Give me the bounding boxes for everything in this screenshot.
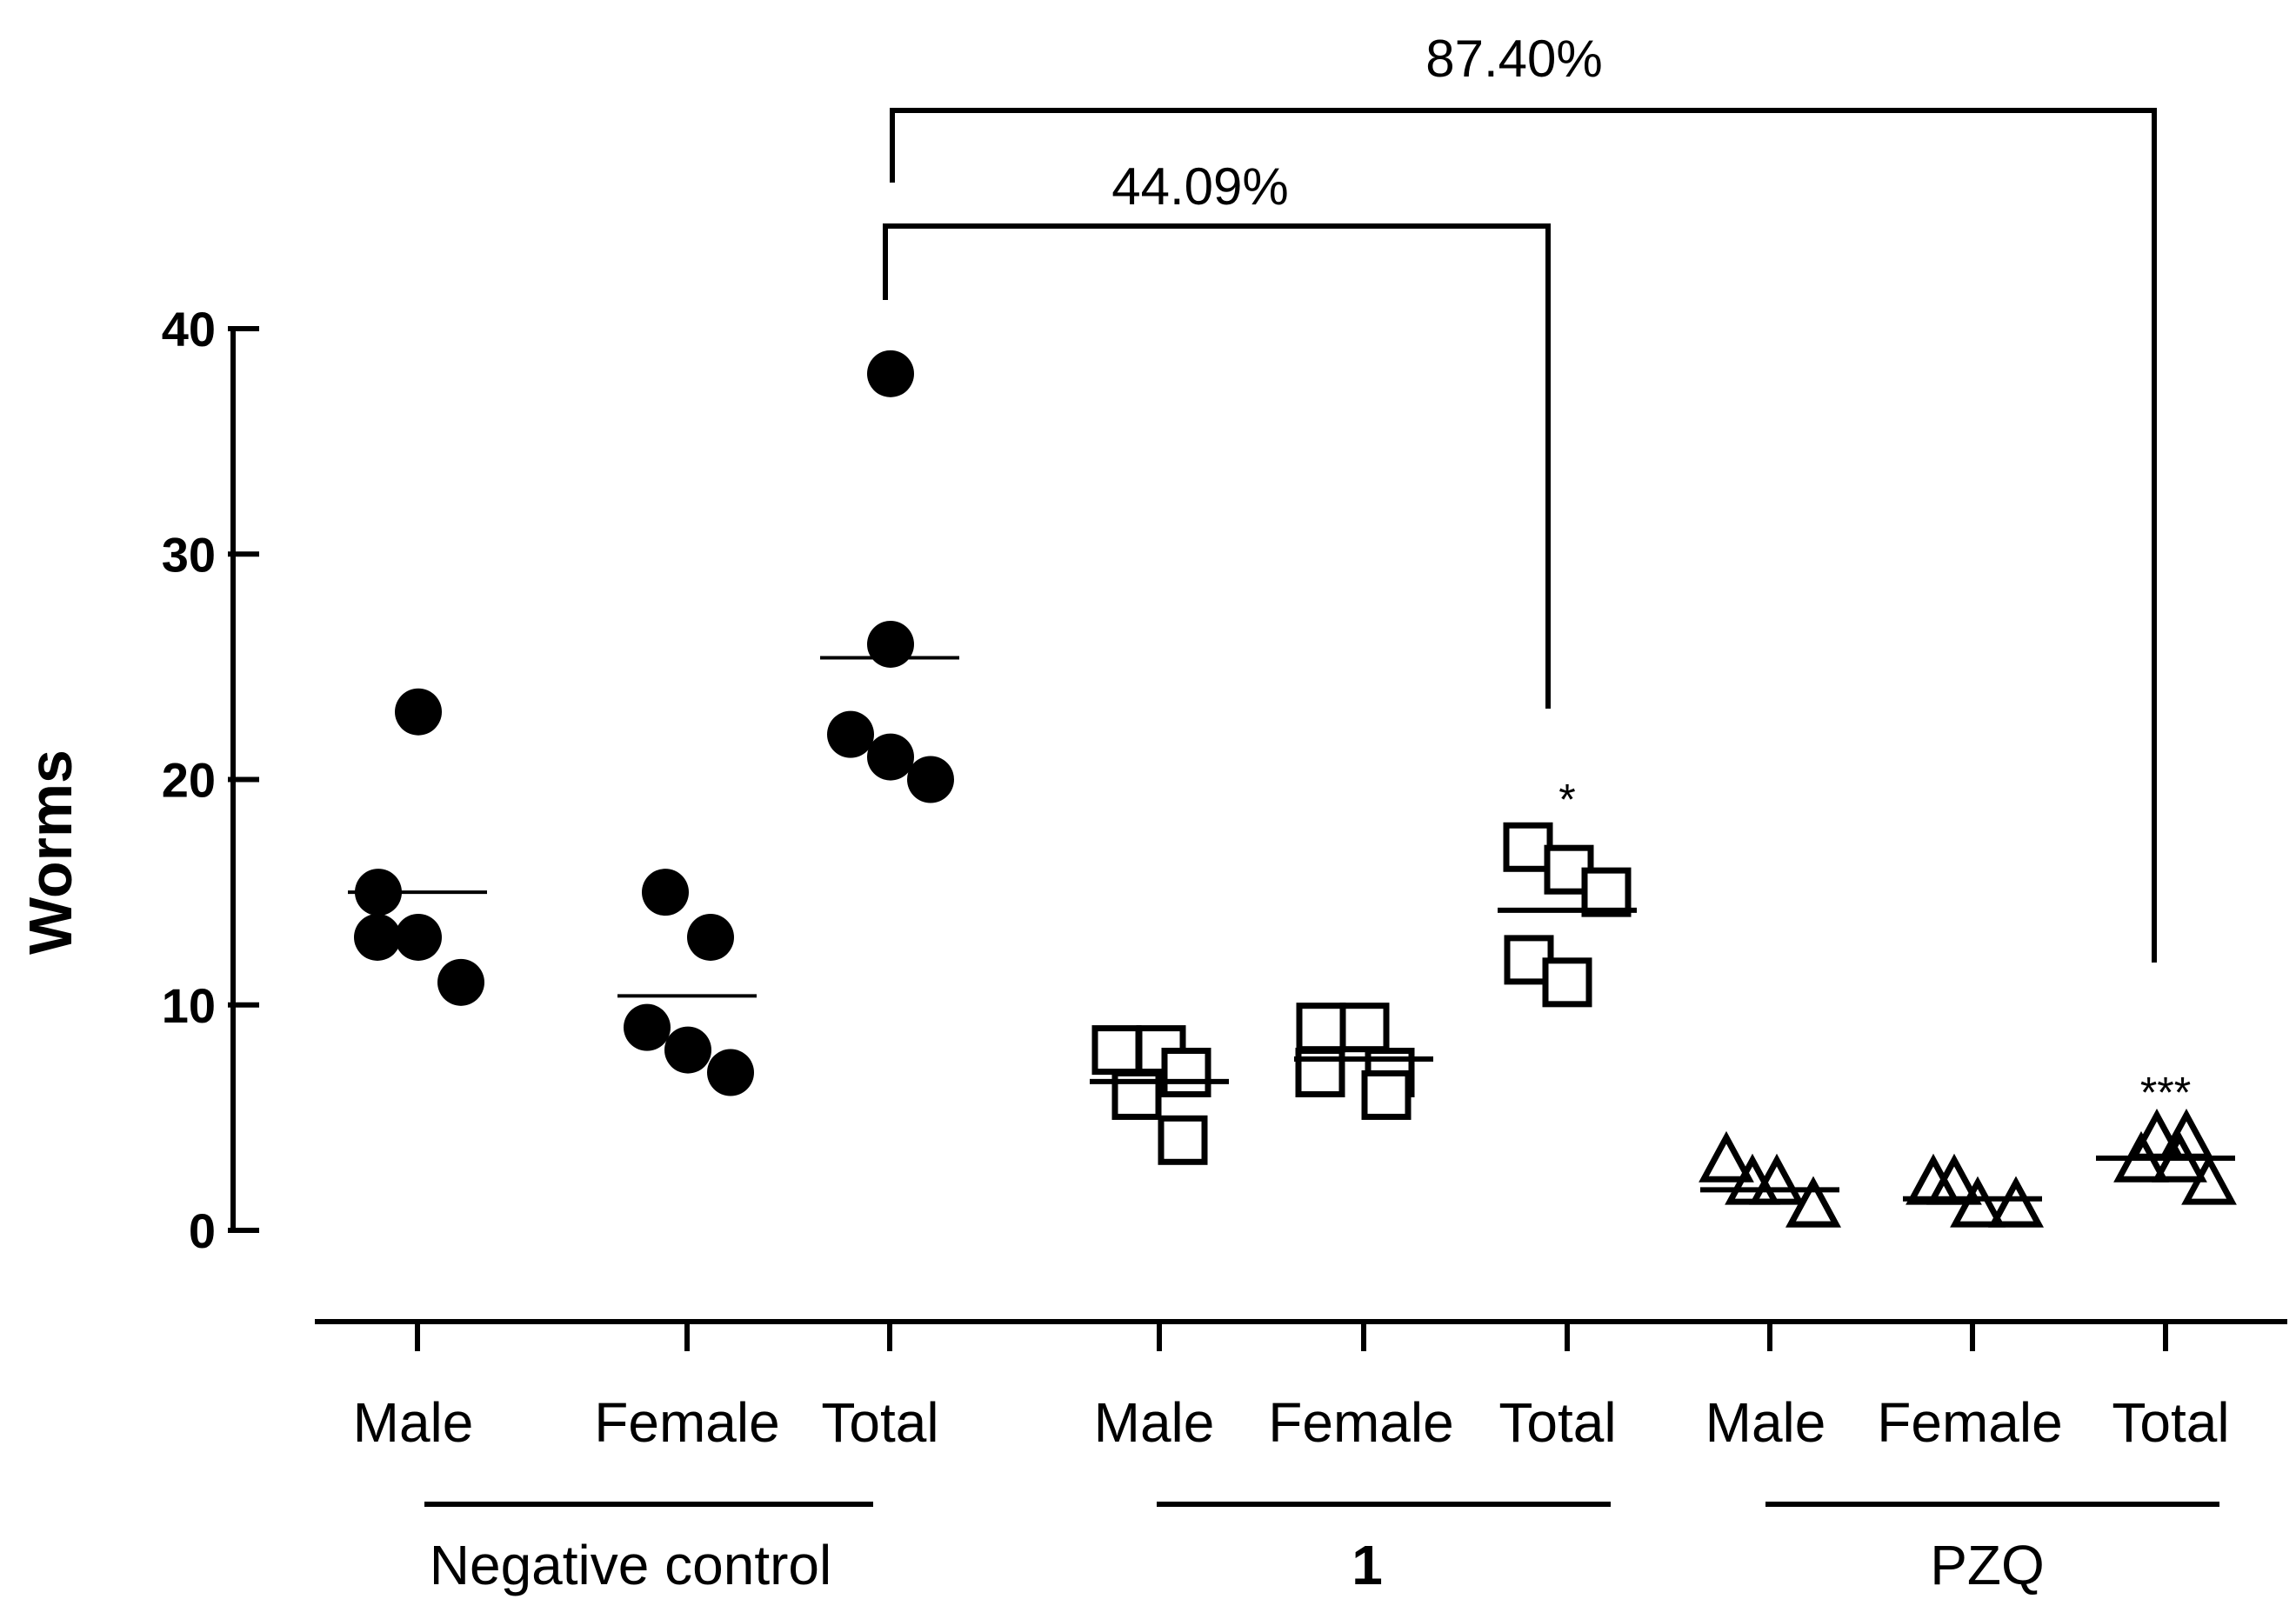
data-point <box>1503 822 1553 872</box>
data-point <box>687 913 734 961</box>
y-tick-label: 10 <box>162 978 216 1033</box>
x-category-label: Female <box>1877 1391 2062 1454</box>
y-tick-label: 0 <box>189 1203 216 1258</box>
data-point <box>664 1026 711 1074</box>
data-point <box>2181 1153 2237 1205</box>
data-point <box>1091 1025 1142 1076</box>
data-point <box>907 756 954 803</box>
data-point <box>1950 1176 2006 1228</box>
x-category-label: Female <box>1268 1391 1453 1454</box>
data-point <box>867 620 914 668</box>
data-point <box>1926 1153 1982 1205</box>
y-tick-label: 30 <box>162 527 216 582</box>
group-label: PZQ <box>1930 1534 2045 1596</box>
group-label: Negative control <box>430 1534 831 1596</box>
data-point <box>1785 1176 1841 1228</box>
y-tick-label: 40 <box>162 302 216 356</box>
x-category-label: Male <box>1705 1391 1826 1454</box>
data-point <box>395 688 442 736</box>
data-point <box>354 913 401 961</box>
data-point <box>867 733 914 781</box>
data-point <box>437 958 484 1006</box>
data-point <box>642 869 689 916</box>
data-point <box>867 350 914 397</box>
y-tick-label: 20 <box>162 753 216 808</box>
data-point <box>1339 1003 1390 1053</box>
data-point <box>624 1003 671 1051</box>
data-point <box>1988 1176 2044 1228</box>
data-point <box>1361 1069 1412 1120</box>
x-category-label: Female <box>594 1391 779 1454</box>
data-point <box>395 913 442 961</box>
y-axis-label: Worms <box>17 750 84 955</box>
data-point <box>1749 1153 1805 1205</box>
data-point <box>1296 1003 1346 1053</box>
data-point <box>707 1049 754 1096</box>
bracket-label: 87.40% <box>1425 30 1603 88</box>
x-category-label: Male <box>1094 1391 1215 1454</box>
data-point <box>827 710 874 758</box>
bracket-label: 44.09% <box>1111 157 1289 216</box>
x-category-label: Male <box>353 1391 474 1454</box>
comparison-bracket <box>890 108 2157 963</box>
data-point <box>1581 867 1632 917</box>
data-point <box>1699 1130 1754 1183</box>
group-label: 1 <box>1352 1534 1383 1596</box>
significance-marker: *** <box>2140 1068 2191 1116</box>
data-point <box>1542 957 1592 1008</box>
x-category-label: Total <box>2112 1391 2229 1454</box>
x-category-label: Total <box>1498 1391 1616 1454</box>
x-category-label: Total <box>821 1391 938 1454</box>
significance-marker: * <box>1558 775 1575 823</box>
data-point <box>1161 1048 1211 1098</box>
comparison-bracket <box>883 223 1551 709</box>
data-point <box>1158 1115 1208 1165</box>
